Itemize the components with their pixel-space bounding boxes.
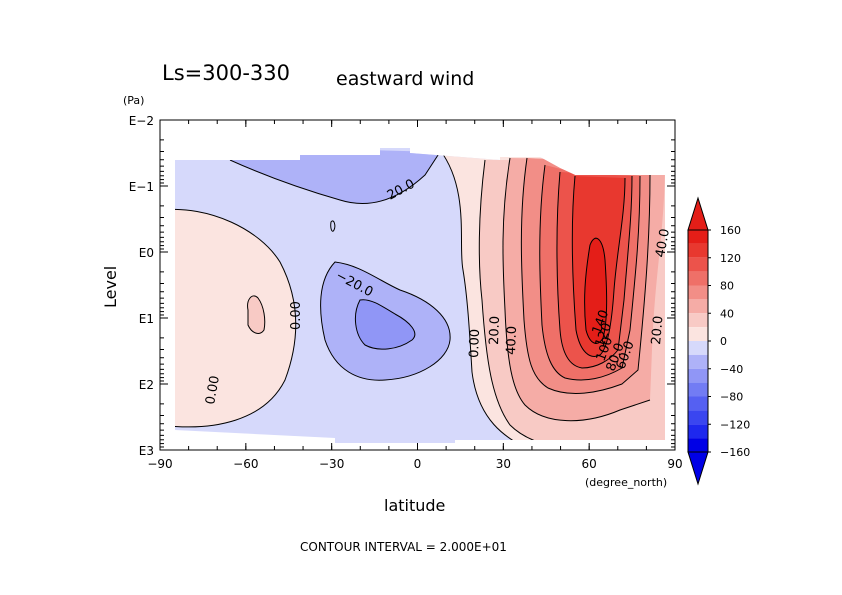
colorbar-swatch [688, 257, 708, 272]
contour-label: 20.0 [649, 315, 666, 345]
x-tick-label: −30 [319, 457, 344, 471]
x-axis-title: latitude [384, 496, 445, 515]
fill-140-160 [584, 238, 607, 344]
contour-label: 0.00 [203, 375, 223, 406]
colorbar-swatch [688, 271, 708, 286]
colorbar [687, 196, 711, 486]
y-tick-label: E−1 [129, 180, 154, 194]
contour-label: 0.00 [289, 301, 304, 330]
y-tick-label: E1 [139, 312, 154, 326]
colorbar-swatch [688, 368, 708, 383]
contour-line-140 [584, 237, 608, 344]
contour-line-100 [556, 171, 633, 369]
contour-line-20 [478, 159, 569, 443]
colorbar-label: 80 [720, 280, 734, 293]
x-tick-label: −90 [147, 457, 172, 471]
contour-line-zero-south [175, 208, 297, 428]
contour-line-tiny-loop [330, 220, 336, 232]
colorbar-label: 0 [720, 335, 727, 348]
colorbar-swatch [688, 424, 708, 439]
contour-line-neg20-mid [320, 261, 451, 381]
chart-subtitle: eastward wind [336, 68, 474, 90]
y-tick-label: E−2 [129, 114, 154, 128]
contour-line-neg40 [354, 299, 416, 350]
x-tick-label: 30 [496, 457, 511, 471]
contour-line-120 [571, 175, 626, 357]
fill-neg-20-40-upper [230, 148, 440, 204]
colorbar-swatch [688, 354, 708, 369]
y-tick-label: E0 [139, 246, 154, 260]
colorbar-labels: 160 120 80 40 0 −40 −80 −120 −160 [720, 224, 750, 459]
contour-fill-layer [175, 148, 665, 443]
y-tick-label: E2 [139, 378, 154, 392]
contour-line-40 [502, 157, 651, 422]
chart-title: Ls=300-330 [162, 61, 290, 85]
x-tick-label: 0 [414, 457, 422, 471]
contour-line-layer [175, 149, 651, 443]
colorbar-swatch [688, 438, 708, 452]
contour-label: 20.0 [487, 316, 503, 345]
contour-label: 40.0 [504, 326, 520, 355]
contour-line-neg20-upper [229, 151, 441, 204]
x-tick-label: −60 [233, 457, 258, 471]
x-tick-label: 60 [582, 457, 597, 471]
x-axis-tick-labels: −90 −60 −30 0 30 60 90 [147, 457, 682, 471]
x-tick-label: 90 [667, 457, 682, 471]
colorbar-swatch [688, 285, 708, 300]
contour-line-zero-north [439, 149, 531, 443]
colorbar-label: −40 [720, 363, 743, 376]
y-unit-label: (Pa) [123, 94, 144, 107]
fill-positive-southern-core [247, 295, 265, 334]
y-axis-title: Level [101, 266, 120, 308]
axis-ticks [159, 119, 676, 451]
colorbar-swatch [688, 382, 708, 397]
y-tick-label: E3 [139, 444, 154, 458]
colorbar-swatch [688, 313, 708, 328]
colorbar-swatch [688, 396, 708, 411]
contour-line-80 [539, 164, 641, 381]
colorbar-bottom-triangle [687, 451, 709, 486]
colorbar-swatch [688, 299, 708, 314]
colorbar-label: −120 [720, 418, 750, 431]
colorbar-swatch [688, 230, 708, 244]
contour-interval-note: CONTOUR INTERVAL = 2.000E+01 [300, 540, 507, 554]
x-unit-label: (degree_north) [585, 476, 667, 489]
contour-line-60 [520, 157, 651, 394]
colorbar-top-triangle [687, 196, 709, 231]
colorbar-label: 160 [720, 224, 741, 237]
y-axis-tick-labels: E3 E2 E1 E0 E−1 E−2 [129, 114, 154, 458]
colorbar-swatch [688, 341, 708, 355]
contour-label: 0.00 [467, 329, 483, 358]
colorbar-label: −160 [720, 446, 750, 459]
contour-label: 40.0 [653, 228, 673, 259]
colorbar-label: 120 [720, 252, 741, 265]
contour-line-small-loop [247, 295, 266, 334]
colorbar-label: −80 [720, 391, 743, 404]
colorbar-swatch [688, 243, 708, 258]
colorbar-swatch [688, 327, 708, 341]
fill-neg-40-60 [355, 299, 415, 350]
colorbar-label: 40 [720, 307, 734, 320]
fill-positive-southern [175, 209, 296, 427]
colorbar-swatch [688, 410, 708, 425]
